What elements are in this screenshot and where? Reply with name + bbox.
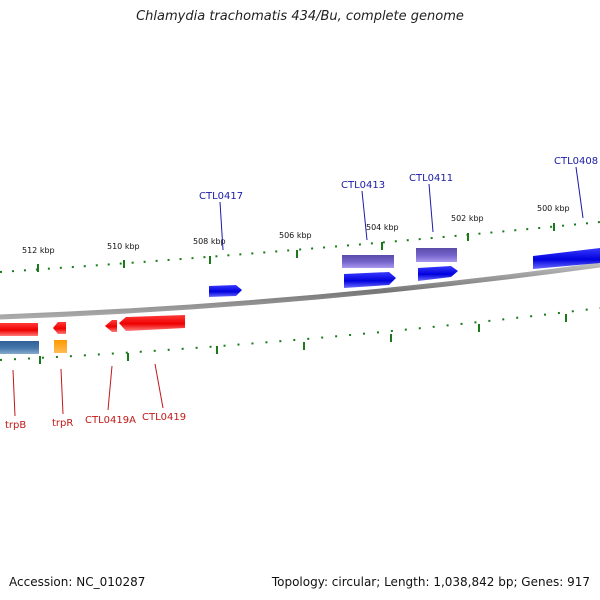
scale-major-ticks-inner <box>39 314 567 364</box>
gene-label: trpB <box>5 420 26 431</box>
gene-feature[interactable] <box>342 255 394 268</box>
gene-label: CTL0419A <box>85 415 136 426</box>
gene-label: CTL0411 <box>409 173 453 184</box>
reverse-strand-features <box>0 315 185 354</box>
scale-labels: 512 kbp 510 kbp 508 kbp 506 kbp 504 kbp … <box>22 204 570 255</box>
gene-arrow-trpr[interactable] <box>53 322 66 334</box>
forward-strand-features <box>209 248 600 297</box>
scale-label: 500 kbp <box>537 204 570 213</box>
gene-arrow-ctl0419[interactable] <box>119 315 185 331</box>
scale-ring-inner <box>0 307 600 361</box>
scale-label: 512 kbp <box>22 246 55 255</box>
scale-label: 510 kbp <box>107 242 140 251</box>
scale-label: 506 kbp <box>279 231 312 240</box>
gene-arrow-ctl0411[interactable] <box>418 266 458 281</box>
accession-label: Accession: NC_010287 <box>9 575 146 589</box>
gene-label: CTL0413 <box>341 180 385 191</box>
scale-label: 508 kbp <box>193 237 226 246</box>
gene-label: CTL0417 <box>199 191 243 202</box>
gene-arrow-ctl0413[interactable] <box>344 272 396 288</box>
top-label-leaders <box>219 166 584 251</box>
gene-label: trpR <box>52 418 73 429</box>
scale-label: 504 kbp <box>366 223 399 232</box>
gene-feature-rna[interactable] <box>54 340 67 353</box>
gene-label: CTL0408 <box>554 156 598 167</box>
bottom-gene-labels: trpB trpR CTL0419A CTL0419 <box>5 412 186 431</box>
gene-feature[interactable] <box>0 341 39 354</box>
genome-backbone <box>0 262 600 320</box>
gene-feature[interactable] <box>416 248 457 262</box>
scale-ring-outer <box>0 221 600 273</box>
gene-label: CTL0419 <box>142 412 186 423</box>
gene-arrow-ctl0419a[interactable] <box>105 320 117 332</box>
gene-arrow-ctl0417[interactable] <box>209 285 242 297</box>
gene-arrow-ctl0408[interactable] <box>533 248 600 269</box>
scale-label: 502 kbp <box>451 214 484 223</box>
scale-major-ticks <box>37 223 555 272</box>
bottom-label-leaders <box>12 363 164 417</box>
genome-summary: Topology: circular; Length: 1,038,842 bp… <box>271 575 590 589</box>
top-gene-labels: CTL0417 CTL0413 CTL0411 CTL0408 <box>199 156 598 202</box>
gene-arrow-trpb[interactable] <box>0 323 38 336</box>
map-title: Chlamydia trachomatis 434/Bu, complete g… <box>136 9 464 24</box>
